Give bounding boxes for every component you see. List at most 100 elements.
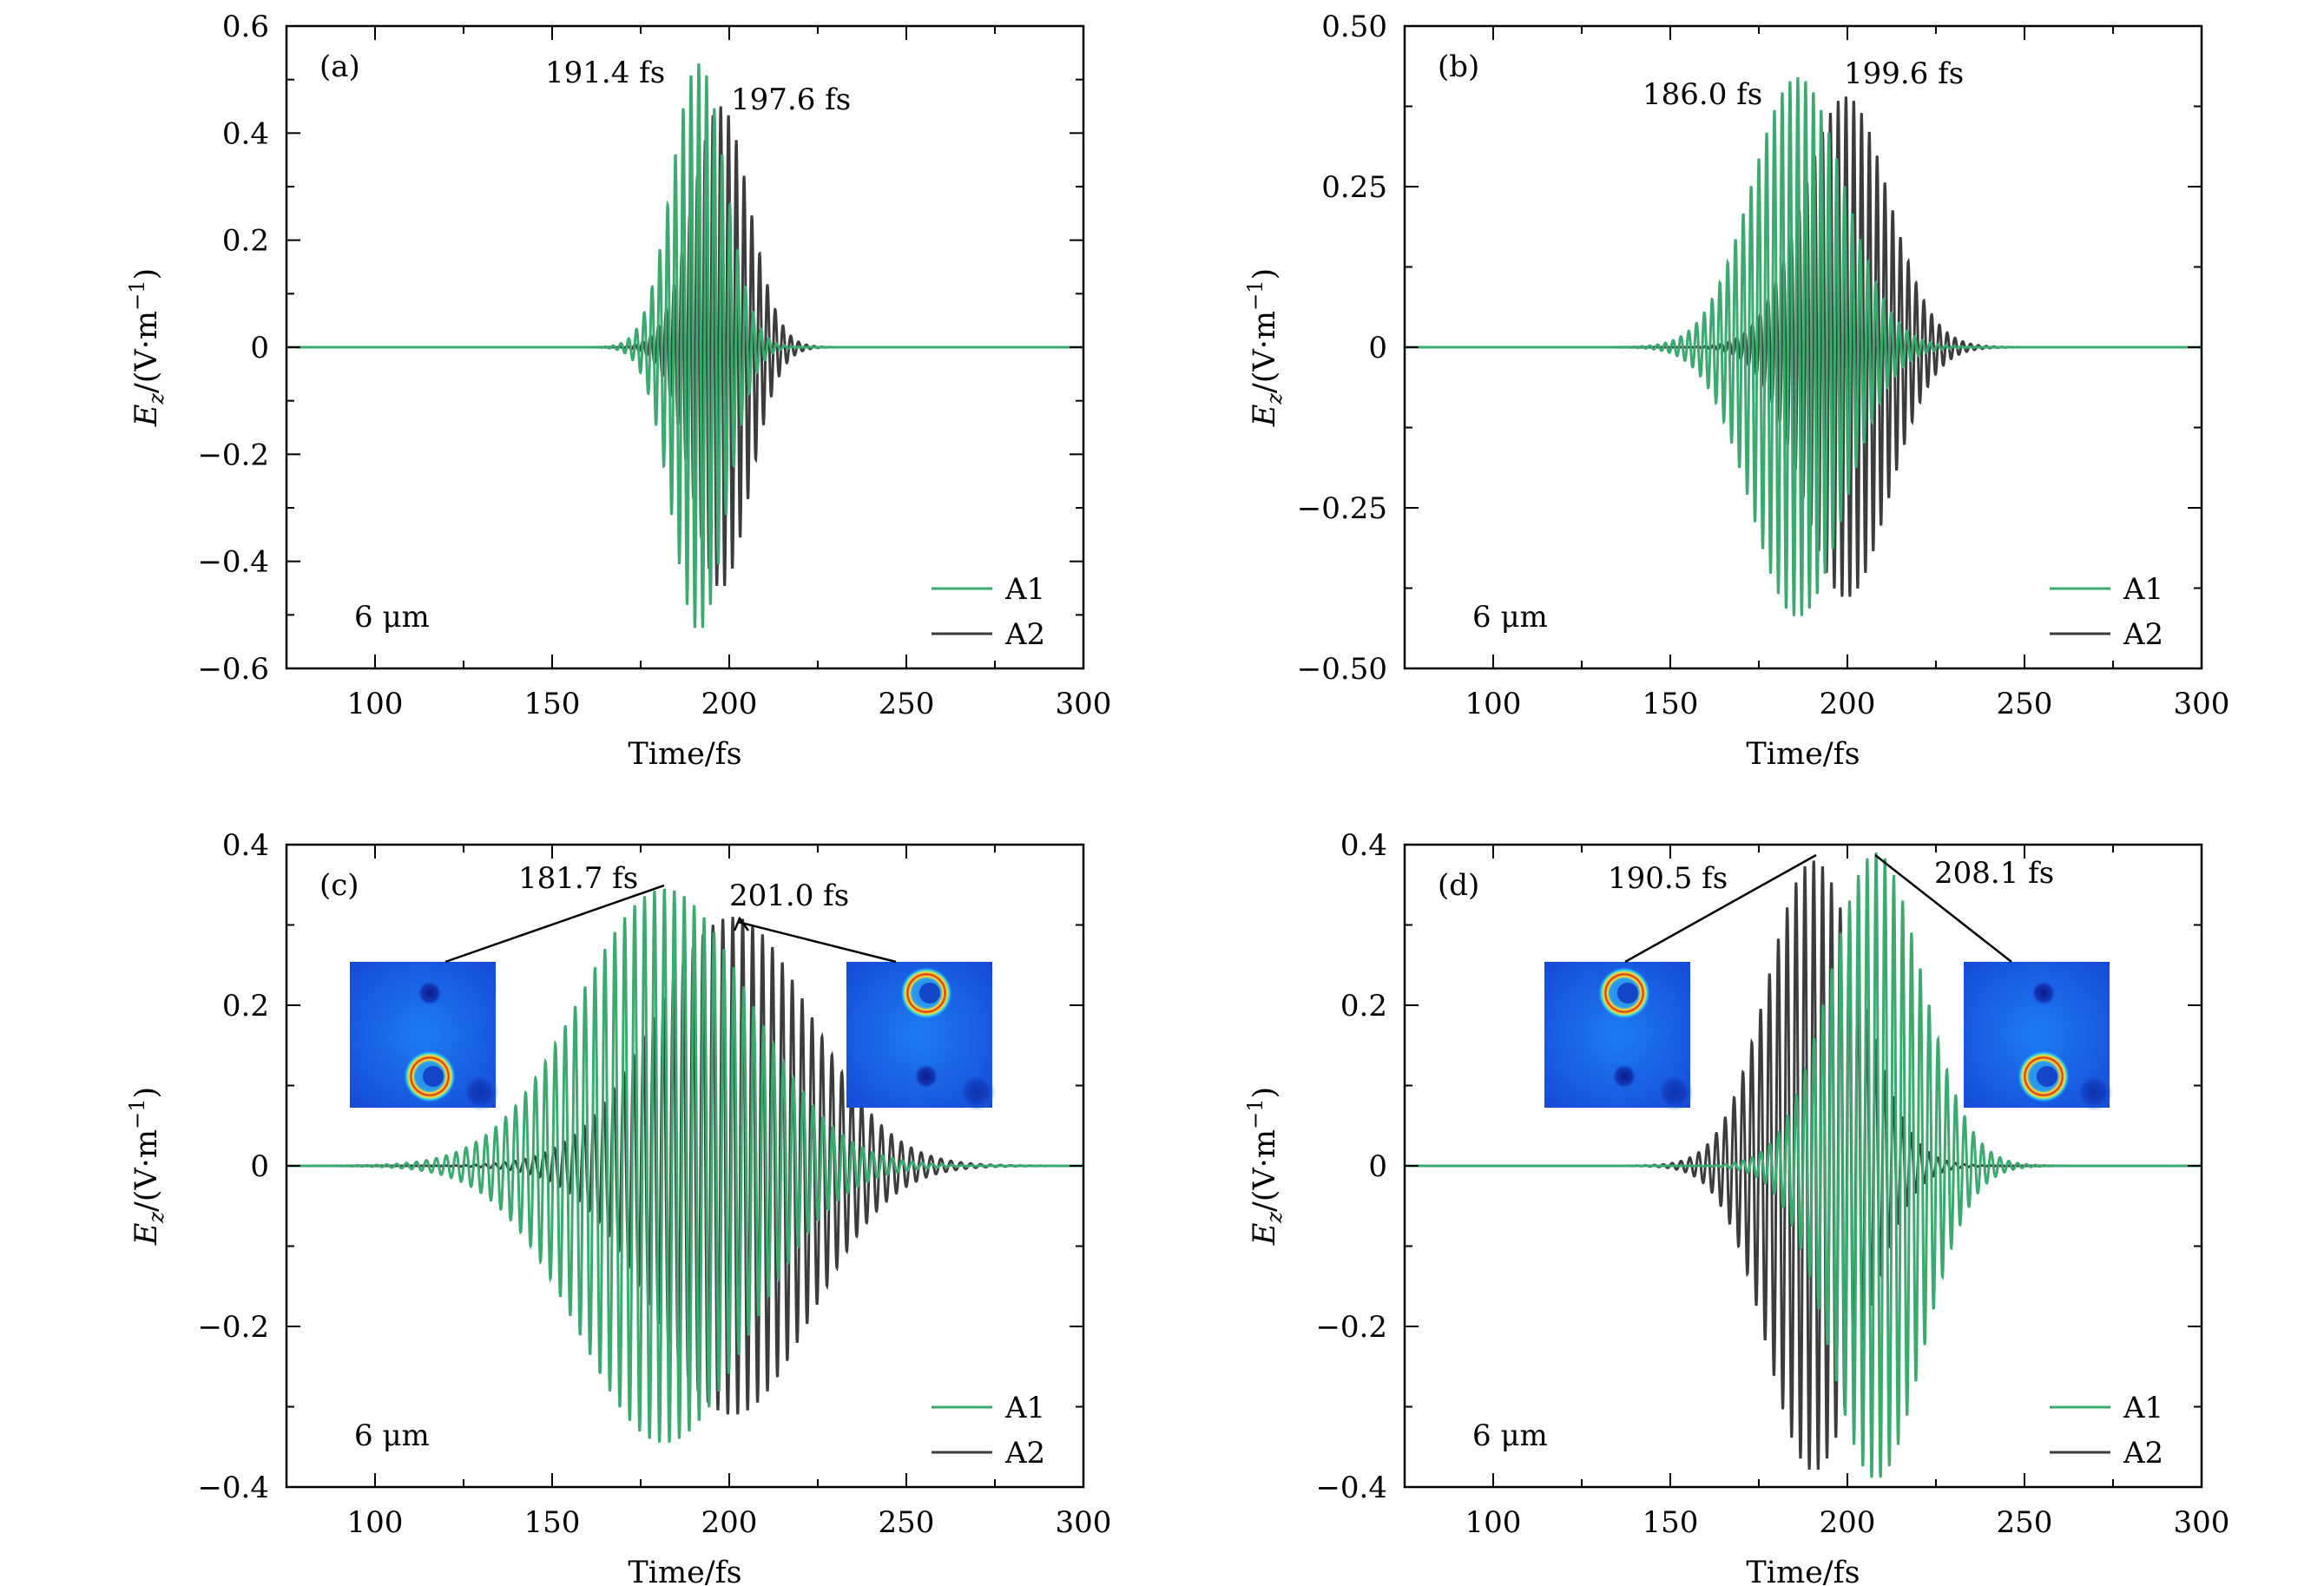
inset-dark-hole xyxy=(416,979,444,1007)
x-tick-label: 100 xyxy=(1465,687,1522,721)
y-axis-label: Ez/(V·m−1) xyxy=(1243,1087,1287,1246)
panel-label: (a) xyxy=(319,49,360,84)
x-tick-label: 300 xyxy=(1056,1505,1112,1540)
inset-ring-core xyxy=(2037,1066,2057,1087)
x-axis-label: Time/fs xyxy=(628,737,741,772)
x-tick-label: 150 xyxy=(524,1505,581,1540)
legend-label-A2: A2 xyxy=(1004,1436,1045,1471)
leader-line xyxy=(444,884,665,964)
panel-a: 100 150 200 250 300 −0.6 −0.4 −0.2 0 0.2 0.4 0.6 Tim… xyxy=(125,10,1111,772)
legend-label-A1: A1 xyxy=(1004,1391,1045,1425)
x-tick-label: 150 xyxy=(1643,1505,1699,1540)
y-tick-label: 0.2 xyxy=(222,224,269,259)
x-tick-label: 100 xyxy=(1465,1505,1522,1540)
legend-label-A1: A1 xyxy=(2123,1391,2163,1425)
peak-time-annotation: 201.0 fs xyxy=(729,879,849,913)
x-tick-label: 300 xyxy=(2174,1505,2230,1540)
panel-label: (b) xyxy=(1438,49,1479,84)
leader-line xyxy=(737,920,897,964)
y-tick-label: 0.50 xyxy=(1321,10,1387,44)
x-tick-label: 200 xyxy=(1820,1505,1876,1540)
x-tick-label: 100 xyxy=(347,1505,404,1540)
y-tick-label: −0.4 xyxy=(197,1471,269,1505)
field-inset-0 xyxy=(1544,962,1694,1111)
y-axis-label: Ez/(V·m−1) xyxy=(125,268,168,427)
x-axis-label: Time/fs xyxy=(628,1556,741,1586)
x-tick-label: 300 xyxy=(1056,687,1112,721)
field-inset-0 xyxy=(350,962,499,1111)
series-line-A1 xyxy=(1405,77,2202,616)
x-axis-label: Time/fs xyxy=(1746,1556,1860,1586)
y-axis-label: Ez/(V·m−1) xyxy=(125,1087,168,1246)
panel-label: (d) xyxy=(1438,868,1479,903)
inset-dark-hole xyxy=(2030,979,2057,1007)
y-axis-label: Ez/(V·m−1) xyxy=(1243,268,1287,427)
legend-label-A2: A2 xyxy=(2123,1436,2163,1471)
inset-corner-shade xyxy=(958,1073,996,1111)
peak-time-annotation: 197.6 fs xyxy=(731,82,851,117)
leader-line xyxy=(1624,853,1817,964)
x-tick-label: 250 xyxy=(1997,687,2053,721)
inset-corner-shade xyxy=(1656,1073,1694,1111)
y-tick-label: 0.4 xyxy=(222,116,269,151)
legend-label-A2: A2 xyxy=(1004,617,1045,652)
leader-bracket xyxy=(733,916,750,931)
x-axis-label: Time/fs xyxy=(1746,737,1860,772)
inset-corner-shade xyxy=(2075,1073,2113,1111)
x-tick-label: 150 xyxy=(524,687,581,721)
y-tick-label: 0.2 xyxy=(222,989,269,1023)
x-tick-label: 200 xyxy=(701,1505,758,1540)
inset-dark-hole xyxy=(912,1063,940,1090)
legend-label-A1: A1 xyxy=(2123,572,2163,607)
wavelength-label: 6 μm xyxy=(1472,600,1548,635)
y-tick-label: −0.50 xyxy=(1297,652,1387,687)
wavelength-label: 6 μm xyxy=(354,1418,430,1453)
y-tick-label: 0.25 xyxy=(1321,170,1387,205)
series-line-A1 xyxy=(286,888,1083,1443)
x-tick-label: 100 xyxy=(347,687,404,721)
field-inset-1 xyxy=(846,962,996,1111)
series-line-A1 xyxy=(286,63,1083,628)
y-tick-label: 0 xyxy=(1368,1149,1387,1184)
field-inset-1 xyxy=(1964,962,2113,1111)
x-tick-label: 200 xyxy=(701,687,758,721)
peak-time-annotation: 191.4 fs xyxy=(545,56,665,90)
series-line-A1 xyxy=(1405,852,2202,1478)
y-tick-label: 0 xyxy=(250,331,269,365)
inset-ring-core xyxy=(919,983,940,1004)
y-tick-label: −0.2 xyxy=(197,1310,269,1345)
panel-label: (c) xyxy=(319,868,359,903)
x-tick-label: 150 xyxy=(1643,687,1699,721)
peak-time-annotation: 181.7 fs xyxy=(518,861,638,896)
peak-time-annotation: 208.1 fs xyxy=(1934,856,2054,891)
y-tick-label: −0.2 xyxy=(197,438,269,472)
x-tick-label: 250 xyxy=(879,687,935,721)
y-tick-label: −0.6 xyxy=(197,652,269,687)
y-tick-label: 0.6 xyxy=(222,10,269,44)
x-tick-label: 200 xyxy=(1820,687,1876,721)
y-tick-label: 0 xyxy=(250,1149,269,1184)
y-tick-label: 0 xyxy=(1368,331,1387,365)
y-tick-label: −0.25 xyxy=(1297,491,1387,526)
x-tick-label: 300 xyxy=(2174,687,2230,721)
x-tick-label: 250 xyxy=(879,1505,935,1540)
y-tick-label: −0.2 xyxy=(1315,1310,1387,1345)
x-tick-label: 250 xyxy=(1997,1505,2053,1540)
leader-line xyxy=(1874,854,2012,963)
peak-time-annotation: 186.0 fs xyxy=(1643,77,1762,112)
legend-label-A1: A1 xyxy=(1004,572,1045,607)
inset-ring-core xyxy=(1617,983,1638,1004)
inset-dark-hole xyxy=(1610,1063,1638,1090)
y-tick-label: −0.4 xyxy=(197,545,269,580)
peak-time-annotation: 199.6 fs xyxy=(1844,56,1964,91)
wavelength-label: 6 μm xyxy=(354,600,430,635)
peak-time-annotation: 190.5 fs xyxy=(1608,861,1728,896)
y-tick-label: 0.2 xyxy=(1340,989,1387,1023)
panel-b: 100 150 200 250 300 −0.50 −0.25 0 0.25 0.50 Time/f… xyxy=(1243,10,2229,772)
legend-label-A2: A2 xyxy=(2123,617,2163,652)
y-tick-label: 0.4 xyxy=(222,828,269,863)
inset-ring-core xyxy=(423,1066,444,1087)
inset-corner-shade xyxy=(461,1073,499,1111)
panel-d: 100 150 200 250 300 −0.4 −0.2 0 0.2 0.4 Time/fs Ez/… xyxy=(1243,828,2229,1586)
